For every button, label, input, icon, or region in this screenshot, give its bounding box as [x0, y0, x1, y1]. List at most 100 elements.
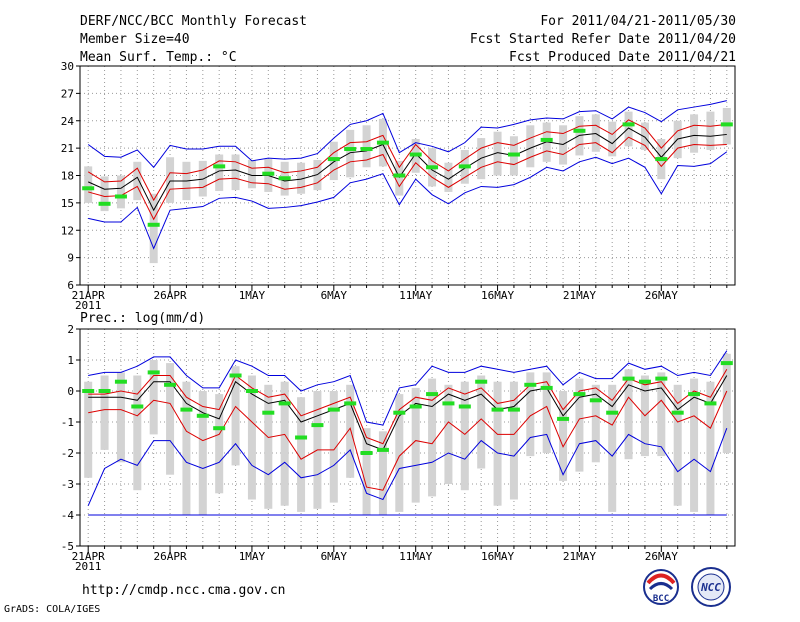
spread-box: [526, 372, 535, 457]
header-member-size: Member Size=40: [80, 32, 190, 47]
header-produced-date: Fcst Produced Date 2011/04/21: [509, 50, 736, 65]
observation-marker: [82, 186, 95, 191]
y-tick-label: -2: [61, 447, 74, 460]
spread-box: [428, 378, 437, 497]
observation-marker: [458, 164, 471, 169]
observation-marker: [229, 373, 242, 378]
spread-box: [493, 131, 502, 176]
spread-box: [264, 384, 273, 509]
spread-box: [116, 175, 125, 209]
spread-box: [444, 384, 453, 484]
spread-box: [362, 125, 371, 168]
y-tick-label: 24: [61, 115, 75, 128]
bcc-logo-text: BCC: [653, 594, 669, 604]
ncc-logo: NCC: [691, 567, 731, 607]
spread-box: [722, 353, 731, 453]
temperature-panel: 6 9 12 15 18 21 24 27 30 21APR 26APR 1MAY 6MAY 11MAY 1…: [61, 60, 736, 312]
header-start-date: Fcst Started Refer Date 2011/04/20: [470, 32, 736, 47]
observation-marker: [98, 201, 111, 206]
spread-box: [100, 176, 109, 212]
y-tick-label: 2: [67, 323, 74, 336]
spread-box: [166, 157, 175, 203]
spread-box: [395, 160, 404, 196]
x-tick-label: 26MAY: [645, 289, 678, 302]
spread-box: [215, 154, 224, 192]
observation-marker: [409, 152, 422, 157]
spread-box: [247, 159, 256, 189]
observation-marker: [278, 401, 291, 406]
max-line: [88, 350, 728, 426]
observation-marker: [475, 379, 488, 384]
precip-panel-title: Prec.: log(mm/d): [80, 311, 205, 326]
bcc-logo: BCC: [643, 569, 679, 605]
observation-marker: [114, 379, 127, 384]
min-line: [87, 428, 728, 506]
observation-marker: [720, 361, 733, 366]
spread-box: [198, 391, 207, 515]
observation-marker: [147, 370, 160, 375]
x-tick-label: 21MAY: [563, 289, 596, 302]
header-forecast-period: For 2011/04/21-2011/05/30: [540, 14, 736, 29]
upper-line: [88, 369, 728, 445]
spread-box: [346, 129, 355, 178]
y-tick-label: 6: [67, 279, 74, 292]
spread-box: [133, 375, 142, 491]
observation-marker: [606, 410, 619, 415]
spread-box: [297, 397, 306, 512]
x-tick-label: 26MAY: [645, 550, 678, 563]
y-tick-label: -5: [61, 540, 74, 553]
y-tick-label: 12: [61, 224, 74, 237]
ensemble-mean-line: [88, 375, 728, 451]
spread-box: [182, 381, 191, 515]
observation-marker: [573, 128, 586, 133]
observation-marker: [262, 171, 275, 176]
x-tick-label: 11MAY: [399, 289, 432, 302]
footer-url[interactable]: http://cmdp.ncc.cma.gov.cn: [82, 583, 286, 598]
observation-marker: [622, 376, 635, 381]
observation-marker: [622, 122, 635, 127]
spread-box: [624, 111, 633, 147]
observation-marker: [131, 404, 144, 409]
x-year-label: 2011: [75, 560, 102, 573]
plot-frame: [79, 328, 736, 547]
spread-box: [346, 384, 355, 478]
observation-marker: [360, 147, 373, 152]
x-tick-label: 21APR: [72, 289, 105, 302]
spread-box: [690, 114, 699, 153]
figure-footer: http://cmdp.ncc.cma.gov.cn GrADS: COLA/I…: [4, 567, 731, 615]
y-tick-label: -1: [61, 416, 74, 429]
observation-marker: [114, 194, 127, 199]
spread-box: [362, 428, 371, 515]
spread-box: [297, 162, 306, 194]
spread-box: [411, 387, 420, 503]
spread-box: [559, 391, 568, 481]
spread-box: [395, 394, 404, 512]
x-year-label: 2011: [75, 299, 102, 312]
observation-marker: [442, 401, 455, 406]
observation-marker: [82, 389, 95, 393]
spread-box: [477, 375, 486, 469]
observation-marker: [507, 407, 520, 412]
observation-marker: [540, 137, 553, 142]
spread-box: [673, 384, 682, 506]
observation-marker: [295, 435, 308, 440]
spread-box: [706, 381, 715, 515]
observation-marker: [327, 157, 340, 162]
observation-marker: [704, 401, 717, 406]
spread-box: [608, 121, 617, 157]
x-tick-label: 11MAY: [399, 550, 432, 563]
spread-box: [231, 366, 240, 466]
max-line: [87, 100, 727, 169]
observation-marker: [557, 416, 570, 421]
spread-box: [640, 122, 649, 150]
spread-box: [378, 431, 387, 515]
spread-box: [706, 111, 715, 150]
spread-box: [624, 369, 633, 460]
observation-marker: [393, 173, 406, 178]
x-tick-label: 26APR: [154, 289, 187, 302]
y-tick-label: -4: [61, 509, 75, 522]
spread-box: [460, 381, 469, 491]
x-tick-label: 6MAY: [321, 289, 348, 302]
spread-box: [657, 372, 666, 457]
